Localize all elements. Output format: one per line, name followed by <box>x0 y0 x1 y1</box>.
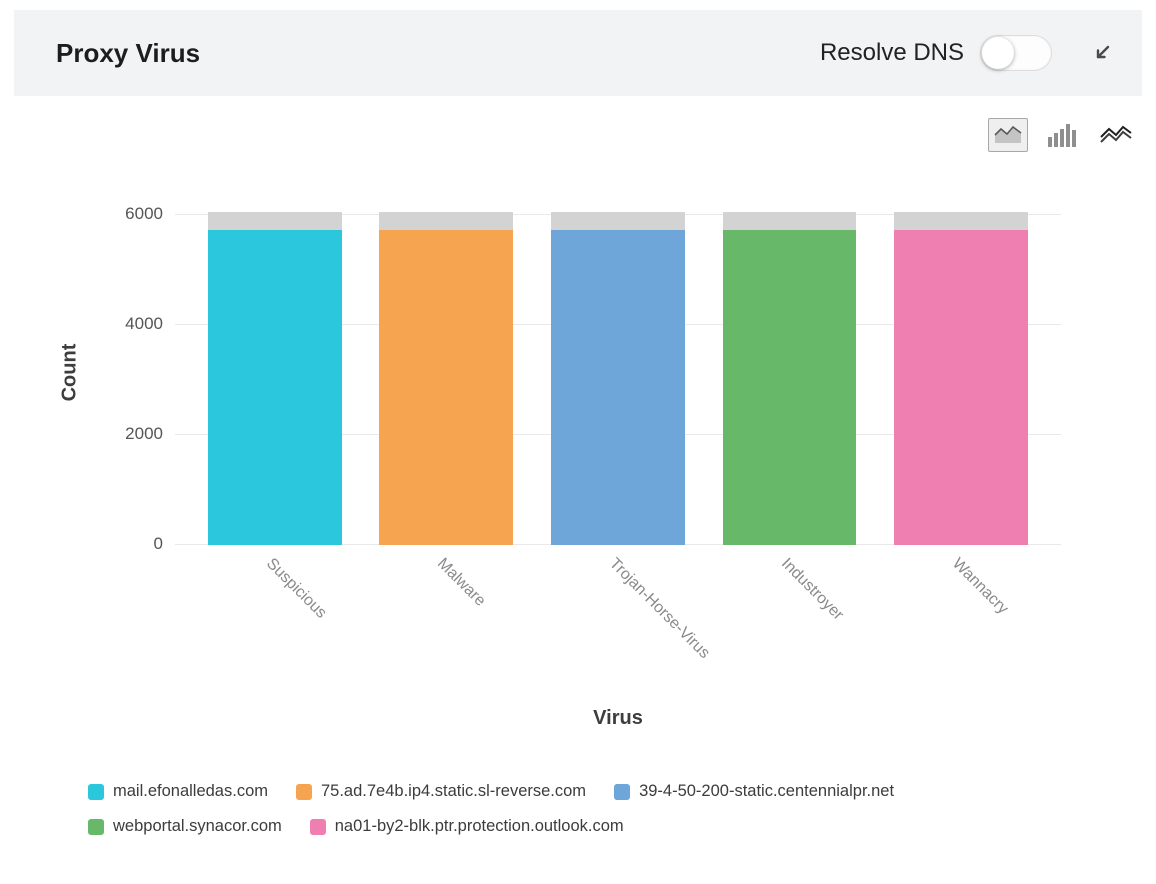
x-category-label: Suspicious <box>262 555 330 622</box>
plot-area <box>175 200 1061 545</box>
legend-label: mail.efonalledas.com <box>113 782 268 800</box>
legend-item[interactable]: mail.efonalledas.com <box>88 782 268 801</box>
legend-item[interactable]: na01-by2-blk.ptr.protection.outlook.com <box>309 817 624 836</box>
proxy-virus-widget: Proxy Virus Resolve DNS <box>0 10 1156 836</box>
bar-segment[interactable] <box>551 229 685 545</box>
line-chart-icon <box>1100 122 1132 149</box>
legend-label: na01-by2-blk.ptr.protection.outlook.com <box>334 817 624 835</box>
bar-wannacry[interactable] <box>894 212 1029 545</box>
bar-industroyer[interactable] <box>722 212 857 545</box>
chart-legend: mail.efonalledas.com 75.ad.7e4b.ip4.stati… <box>88 782 1078 836</box>
x-label-slot: Trojan-Horse-Virus <box>532 545 713 695</box>
bar-segment[interactable] <box>551 212 685 230</box>
bar-trojan-horse-virus[interactable] <box>551 212 685 545</box>
bar-segment[interactable] <box>207 212 342 230</box>
widget-header: Proxy Virus Resolve DNS <box>14 10 1142 96</box>
line-chart-type-button[interactable] <box>1096 118 1136 152</box>
x-label-slot: Suspicious <box>189 545 361 695</box>
bar-segment[interactable] <box>207 229 342 545</box>
legend-swatch <box>88 783 104 800</box>
y-tick-label: 2000 <box>125 424 163 443</box>
bars-row <box>175 212 1061 545</box>
x-category-label: Trojan-Horse-Virus <box>605 555 713 662</box>
bar-segment[interactable] <box>894 229 1029 545</box>
x-category-label: Industroyer <box>777 555 847 624</box>
bar-segment[interactable] <box>379 212 514 230</box>
bar-suspicious[interactable] <box>207 212 342 545</box>
x-axis-title: Virus <box>593 707 643 729</box>
legend-item[interactable]: 75.ad.7e4b.ip4.static.sl-reverse.com <box>296 782 586 801</box>
legend-label: 39-4-50-200-static.centennialpr.net <box>639 782 895 800</box>
area-chart-type-button[interactable] <box>988 118 1028 152</box>
x-label-slot: Industroyer <box>704 545 876 695</box>
legend-item[interactable]: 39-4-50-200-static.centennialpr.net <box>614 782 894 801</box>
bar-slot <box>361 212 533 545</box>
page-title: Proxy Virus <box>56 37 201 68</box>
bar-malware[interactable] <box>379 212 514 545</box>
y-tick-label: 4000 <box>125 314 163 333</box>
x-axis-labels: Suspicious Malware Trojan-Horse-Virus Indus… <box>175 545 1061 695</box>
x-category-label: Wannacry <box>949 555 1012 618</box>
bar-segment[interactable] <box>894 212 1029 230</box>
bar-chart-icon <box>1047 121 1077 150</box>
chart-type-toolbar <box>0 118 1136 152</box>
legend-label: 75.ad.7e4b.ip4.static.sl-reverse.com <box>321 782 587 800</box>
legend-swatch <box>309 818 326 835</box>
bar-slot <box>704 212 876 545</box>
x-label-slot: Malware <box>361 545 533 695</box>
resolve-dns-toggle[interactable] <box>980 35 1052 71</box>
bar-slot <box>875 212 1047 545</box>
legend-swatch <box>614 783 631 800</box>
bar-slot <box>189 212 361 545</box>
legend-swatch <box>88 818 104 835</box>
bar-segment[interactable] <box>722 212 857 230</box>
x-label-slot: Wannacry <box>875 545 1047 695</box>
legend-label: webportal.synacor.com <box>113 817 282 835</box>
toggle-knob <box>982 37 1014 69</box>
y-axis-title: Count <box>58 343 81 402</box>
y-axis-title-wrap: Count <box>50 200 90 545</box>
chart-card: Count 0 2000 4000 6000 Suspicious Malware Tro… <box>0 118 1156 836</box>
stacked-bar-chart: Count 0 2000 4000 6000 Suspicious Malware Tro… <box>0 200 1156 730</box>
header-controls: Resolve DNS <box>820 35 1114 71</box>
area-chart-icon <box>993 122 1023 149</box>
bar-segment[interactable] <box>379 229 514 545</box>
resolve-dns-label: Resolve DNS <box>819 39 964 66</box>
y-axis-ticks: 0 2000 4000 6000 <box>90 200 175 553</box>
plot-column: Suspicious Malware Trojan-Horse-Virus Indus… <box>175 200 1061 730</box>
bar-slot <box>532 212 704 545</box>
y-tick-label: 0 <box>153 534 163 553</box>
x-category-label: Malware <box>434 555 490 610</box>
bar-segment[interactable] <box>722 229 857 545</box>
expand-icon[interactable] <box>1090 41 1114 65</box>
legend-item[interactable]: webportal.synacor.com <box>88 817 282 836</box>
y-tick-label: 6000 <box>125 204 163 223</box>
legend-swatch <box>296 783 312 800</box>
bar-chart-type-button[interactable] <box>1042 118 1082 152</box>
